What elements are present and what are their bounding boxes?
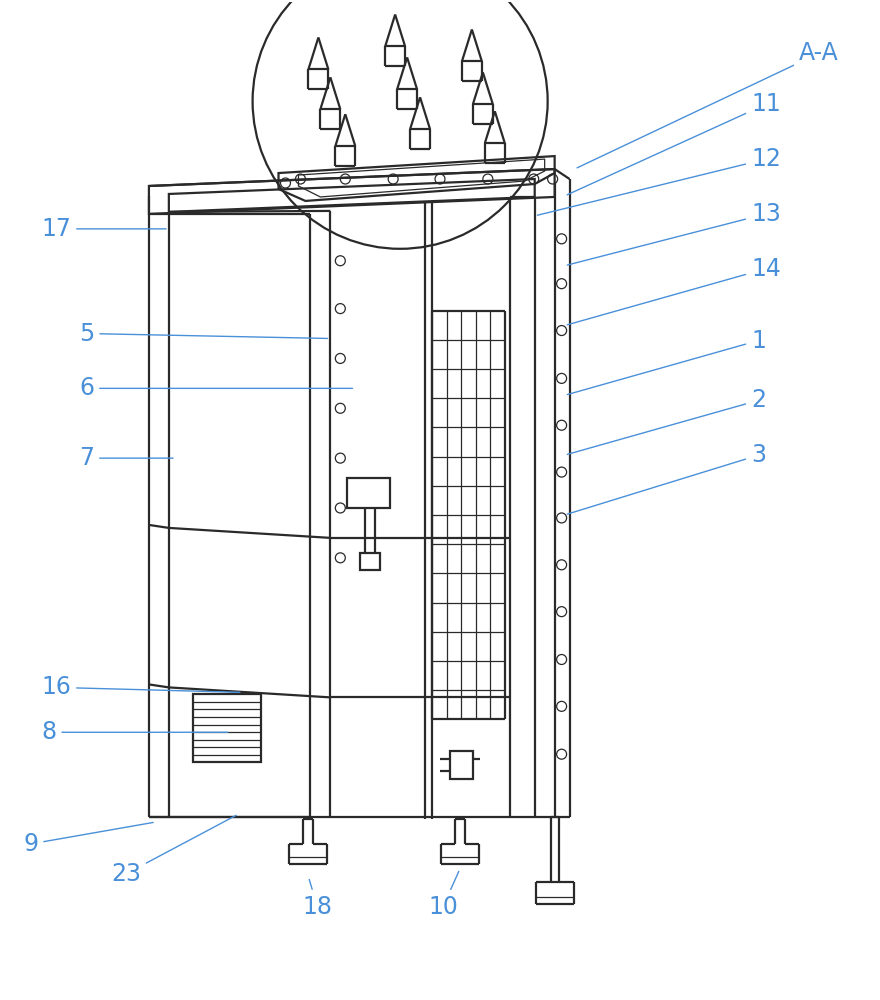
Text: 17: 17 bbox=[41, 217, 166, 241]
Text: 23: 23 bbox=[111, 815, 236, 886]
Text: 8: 8 bbox=[41, 720, 228, 744]
Text: 13: 13 bbox=[568, 202, 781, 265]
Text: 3: 3 bbox=[568, 443, 766, 514]
Text: 18: 18 bbox=[303, 879, 333, 919]
Text: 7: 7 bbox=[79, 446, 173, 470]
Text: 14: 14 bbox=[568, 257, 781, 325]
Text: 9: 9 bbox=[23, 822, 153, 856]
Text: 12: 12 bbox=[538, 147, 781, 215]
Text: 1: 1 bbox=[568, 329, 766, 395]
Text: 10: 10 bbox=[428, 871, 458, 919]
Text: 16: 16 bbox=[41, 675, 240, 699]
Text: 2: 2 bbox=[568, 388, 766, 454]
Text: A-A: A-A bbox=[577, 41, 839, 168]
Text: 5: 5 bbox=[79, 322, 327, 346]
Text: 6: 6 bbox=[79, 376, 353, 400]
Text: 11: 11 bbox=[567, 92, 781, 195]
